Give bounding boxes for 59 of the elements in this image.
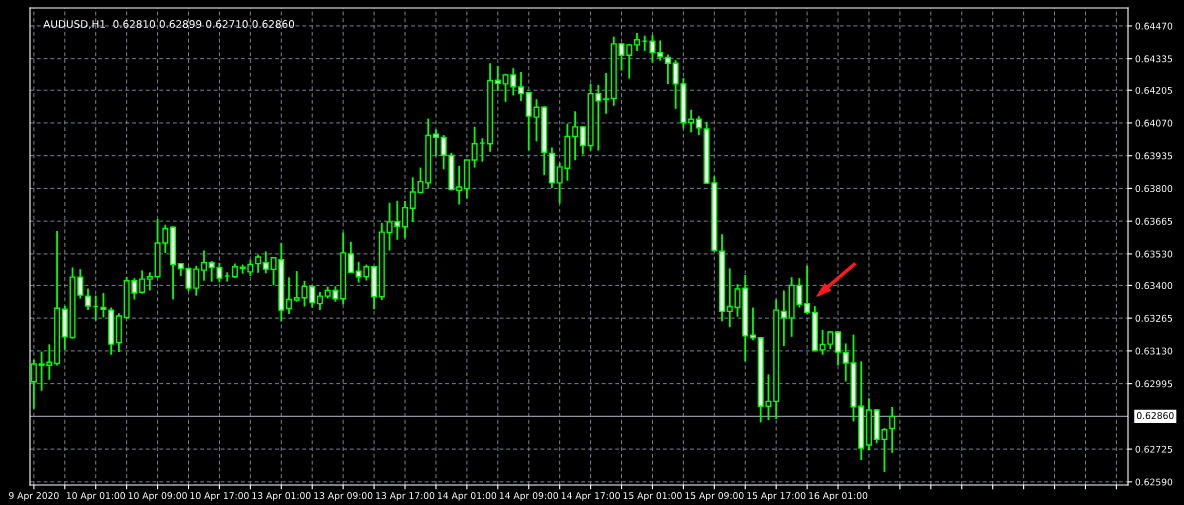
x-tick-label: 14 Apr 01:00 xyxy=(438,492,497,501)
candlestick xyxy=(224,271,231,283)
candlestick xyxy=(200,249,207,282)
x-tick-label: 13 Apr 09:00 xyxy=(314,492,373,501)
candlestick xyxy=(695,115,702,136)
text: AUDUSD,H1 0.62810 0.62899 0.62710 0.62860 xyxy=(43,20,295,30)
y-tick-label: 0.63665 xyxy=(1135,217,1173,225)
x-tick-label: 10 Apr 09:00 xyxy=(128,492,187,501)
candlestick xyxy=(30,358,37,410)
x-tick-label: 14 Apr 09:00 xyxy=(499,492,559,501)
y-tick-label: 0.63265 xyxy=(1135,314,1173,322)
y-tick-label: 0.63130 xyxy=(1135,347,1173,355)
x-tick-label: 15 Apr 09:00 xyxy=(685,492,744,501)
candlestick xyxy=(347,240,354,274)
candlestick xyxy=(649,34,656,64)
y-tick-label: 0.64470 xyxy=(1135,22,1173,30)
candlestick xyxy=(286,276,293,315)
ref-line-label: 0.62860 xyxy=(1136,412,1174,420)
x-tick-label: 14 Apr 17:00 xyxy=(561,492,620,501)
y-tick-label: 0.64335 xyxy=(1135,55,1173,63)
candlestick xyxy=(402,200,409,240)
x-tick-label: 13 Apr 17:00 xyxy=(376,492,435,501)
candlestick xyxy=(835,330,842,367)
candlestick xyxy=(579,125,586,156)
y-tick-label: 0.63530 xyxy=(1135,250,1173,258)
candlestick xyxy=(494,65,501,92)
y-tick-label: 0.64070 xyxy=(1135,119,1173,127)
candlestick xyxy=(456,164,463,206)
x-tick-label: 15 Apr 17:00 xyxy=(747,492,806,501)
candlestick xyxy=(471,125,478,169)
y-tick-label: 0.64205 xyxy=(1135,86,1173,94)
y-tick-label: 0.63800 xyxy=(1135,185,1173,193)
candlestick xyxy=(84,287,92,311)
y-tick-label: 0.62995 xyxy=(1135,380,1173,388)
y-tick-label: 0.62725 xyxy=(1135,445,1173,453)
candlestick xyxy=(432,128,439,158)
candlestick xyxy=(479,137,486,163)
candlestick xyxy=(139,269,146,295)
candlestick xyxy=(517,71,525,102)
candlestick xyxy=(100,292,107,319)
x-tick-label: 15 Apr 01:00 xyxy=(623,492,682,501)
candlestick xyxy=(889,406,896,454)
candlestick xyxy=(572,110,579,162)
candlestick xyxy=(664,53,671,85)
x-tick-label: 16 Apr 01:00 xyxy=(809,492,868,501)
candlestick xyxy=(262,250,269,275)
candlestick xyxy=(804,264,811,315)
y-tick-label: 0.63935 xyxy=(1135,152,1173,160)
candlestick xyxy=(749,306,756,342)
y-tick-label: 0.63400 xyxy=(1135,282,1173,290)
x-tick-label: 10 Apr 17:00 xyxy=(190,492,249,501)
y-tick-label: 0.62590 xyxy=(1135,478,1173,486)
x-tick-label: 10 Apr 01:00 xyxy=(66,492,125,501)
x-tick-label: 9 Apr 2020 xyxy=(9,492,59,501)
candlestick xyxy=(146,271,153,292)
candlestick xyxy=(603,72,610,115)
x-tick-label: 13 Apr 01:00 xyxy=(252,492,311,501)
candlestick xyxy=(780,289,787,347)
candlestick xyxy=(657,39,664,62)
